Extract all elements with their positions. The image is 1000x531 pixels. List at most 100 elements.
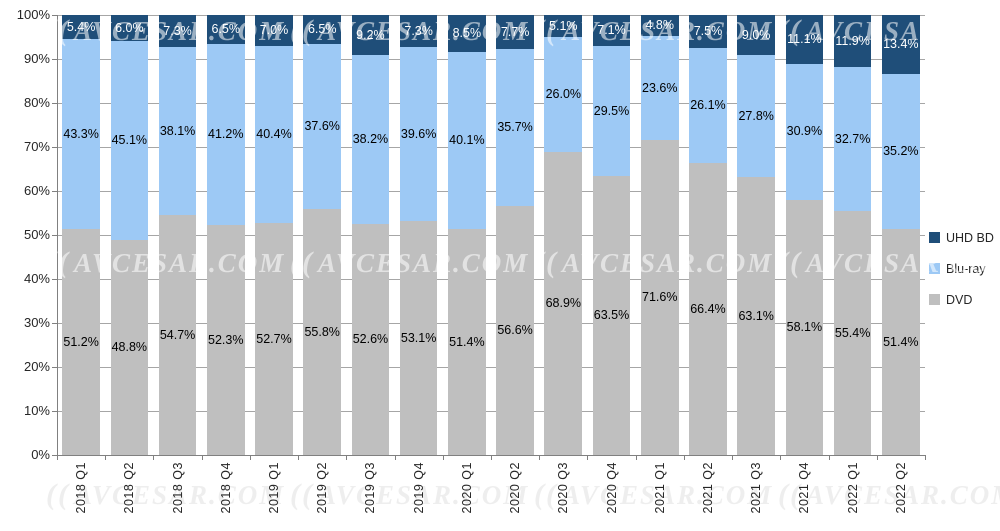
legend-label: DVD bbox=[946, 292, 973, 307]
legend-swatch-icon bbox=[929, 294, 940, 305]
bar-group: 5.4% 43.3% 51.2% bbox=[57, 15, 105, 455]
data-label: 58.1% bbox=[786, 320, 823, 335]
x-label-cell: 2019 Q2 bbox=[298, 462, 346, 524]
data-label: 38.1% bbox=[159, 123, 196, 138]
data-label: 8.5% bbox=[452, 26, 482, 41]
bar-segment-dvd: 56.6% bbox=[496, 205, 534, 455]
bar-group: 13.4% 35.2% 51.4% bbox=[877, 15, 925, 455]
bar-segment-dvd: 52.6% bbox=[351, 223, 390, 455]
bar-group: 7.5% 26.1% 66.4% bbox=[684, 15, 732, 455]
data-label: 56.6% bbox=[497, 323, 533, 338]
x-category-label: 2018 Q4 bbox=[218, 462, 233, 514]
data-label: 6.0% bbox=[115, 20, 144, 35]
stacked-bar: 6.5% 37.6% 55.8% bbox=[303, 15, 341, 455]
bar-group: 8.5% 40.1% 51.4% bbox=[443, 15, 491, 455]
bar-group: 9.0% 27.8% 63.1% bbox=[732, 15, 780, 455]
data-label: 68.9% bbox=[545, 296, 582, 311]
x-label-cell: 2018 Q4 bbox=[202, 462, 250, 524]
bar-group: 11.1% 30.9% 58.1% bbox=[780, 15, 828, 455]
data-label: 41.2% bbox=[208, 126, 244, 141]
x-tick-mark bbox=[683, 455, 685, 460]
x-category-label: 2019 Q1 bbox=[266, 462, 281, 514]
bar-segment-blu-ray: 38.2% bbox=[351, 55, 390, 224]
x-tick-mark bbox=[105, 455, 107, 460]
gridline bbox=[57, 191, 925, 192]
bar-segment-dvd: 52.7% bbox=[255, 223, 293, 455]
stacked-bar: 11.9% 32.7% 55.4% bbox=[833, 15, 872, 455]
bar-segment-blu-ray: 30.9% bbox=[785, 63, 824, 200]
data-label: 55.4% bbox=[834, 325, 871, 340]
x-label-cell: 2019 Q4 bbox=[395, 462, 443, 524]
stacked-bar: 7.0% 40.4% 52.7% bbox=[255, 15, 293, 455]
y-tick-mark bbox=[52, 411, 57, 412]
stacked-bar: 8.5% 40.1% 51.4% bbox=[448, 15, 486, 455]
bar-segment-blu-ray: 40.1% bbox=[448, 52, 486, 229]
data-label: 35.2% bbox=[883, 144, 919, 159]
bar-segment-blu-ray: 23.6% bbox=[640, 36, 679, 140]
bar-segment-blu-ray: 32.7% bbox=[833, 67, 872, 212]
bar-segment-blu-ray: 39.6% bbox=[399, 47, 438, 222]
bar-segment-dvd: 48.8% bbox=[110, 240, 149, 455]
data-label: 40.1% bbox=[449, 133, 485, 148]
data-label: 51.4% bbox=[449, 334, 485, 349]
stacked-bar: 5.1% 26.0% 68.9% bbox=[544, 15, 583, 455]
data-label: 11.9% bbox=[835, 33, 870, 48]
bar-segment-dvd: 58.1% bbox=[785, 199, 824, 455]
data-label: 66.4% bbox=[690, 301, 726, 316]
legend: UHD BD Blu-ray DVD bbox=[929, 222, 994, 315]
data-label: 51.4% bbox=[883, 334, 919, 349]
data-label: 52.7% bbox=[256, 331, 292, 346]
bar-segment-uhd-bd: 13.4% bbox=[882, 15, 920, 74]
bar-segment-uhd-bd: 7.3% bbox=[399, 15, 438, 48]
y-tick-label: 30% bbox=[23, 315, 50, 330]
x-category-label: 2019 Q3 bbox=[363, 462, 378, 514]
bar-segment-blu-ray: 37.6% bbox=[303, 43, 341, 210]
x-category-label: 2020 Q3 bbox=[556, 462, 571, 514]
bar-segment-uhd-bd: 7.7% bbox=[496, 15, 534, 49]
data-label: 7.1% bbox=[597, 23, 626, 38]
bar-segment-blu-ray: 27.8% bbox=[737, 54, 775, 178]
bar-group: 5.1% 26.0% 68.9% bbox=[539, 15, 587, 455]
bar-segment-uhd-bd: 9.2% bbox=[351, 15, 390, 56]
bar-group: 7.7% 35.7% 56.6% bbox=[491, 15, 539, 455]
stacked-bar: 7.3% 39.6% 53.1% bbox=[399, 15, 438, 455]
x-tick-mark bbox=[732, 455, 734, 460]
stacked-bar: 5.4% 43.3% 51.2% bbox=[62, 15, 100, 455]
x-tick-mark bbox=[587, 455, 589, 460]
data-label: 23.6% bbox=[642, 80, 678, 95]
bar-group: 11.9% 32.7% 55.4% bbox=[829, 15, 877, 455]
data-label: 7.3% bbox=[404, 23, 433, 38]
x-category-label: 2020 Q1 bbox=[459, 462, 474, 514]
y-tick-label: 40% bbox=[23, 271, 50, 286]
gridline bbox=[57, 103, 925, 104]
bar-segment-blu-ray: 45.1% bbox=[110, 41, 149, 241]
bar-segment-uhd-bd: 11.9% bbox=[833, 15, 872, 68]
x-category-label: 2021 Q3 bbox=[749, 462, 764, 514]
x-tick-mark bbox=[828, 455, 830, 460]
data-label: 51.2% bbox=[63, 334, 99, 349]
x-category-label: 2021 Q4 bbox=[797, 462, 812, 514]
x-category-label: 2021 Q2 bbox=[700, 462, 715, 514]
bar-segment-dvd: 51.4% bbox=[448, 228, 486, 455]
bar-segment-uhd-bd: 9.0% bbox=[737, 15, 775, 55]
data-label: 55.8% bbox=[304, 324, 340, 339]
data-label: 6.5% bbox=[307, 22, 337, 37]
x-category-label: 2020 Q2 bbox=[508, 462, 523, 514]
y-tick-mark bbox=[52, 455, 57, 456]
bar-segment-blu-ray: 35.2% bbox=[882, 73, 920, 229]
gridline bbox=[57, 147, 925, 148]
data-label: 5.4% bbox=[66, 19, 96, 34]
stacked-bar: 4.8% 23.6% 71.6% bbox=[640, 15, 679, 455]
x-tick-mark bbox=[57, 455, 58, 460]
bar-segment-blu-ray: 40.4% bbox=[255, 45, 293, 224]
data-label: 39.6% bbox=[400, 126, 437, 141]
y-tick-mark bbox=[52, 147, 57, 148]
x-label-cell: 2019 Q1 bbox=[250, 462, 298, 524]
bar-group: 6.5% 37.6% 55.8% bbox=[298, 15, 346, 455]
data-label: 37.6% bbox=[304, 119, 340, 134]
x-category-label: 2021 Q1 bbox=[652, 462, 667, 514]
stacked-bar: 7.3% 38.1% 54.7% bbox=[158, 15, 197, 455]
gridline bbox=[57, 367, 925, 368]
y-tick-label: 0% bbox=[31, 447, 50, 462]
data-label: 6.5% bbox=[211, 22, 241, 37]
